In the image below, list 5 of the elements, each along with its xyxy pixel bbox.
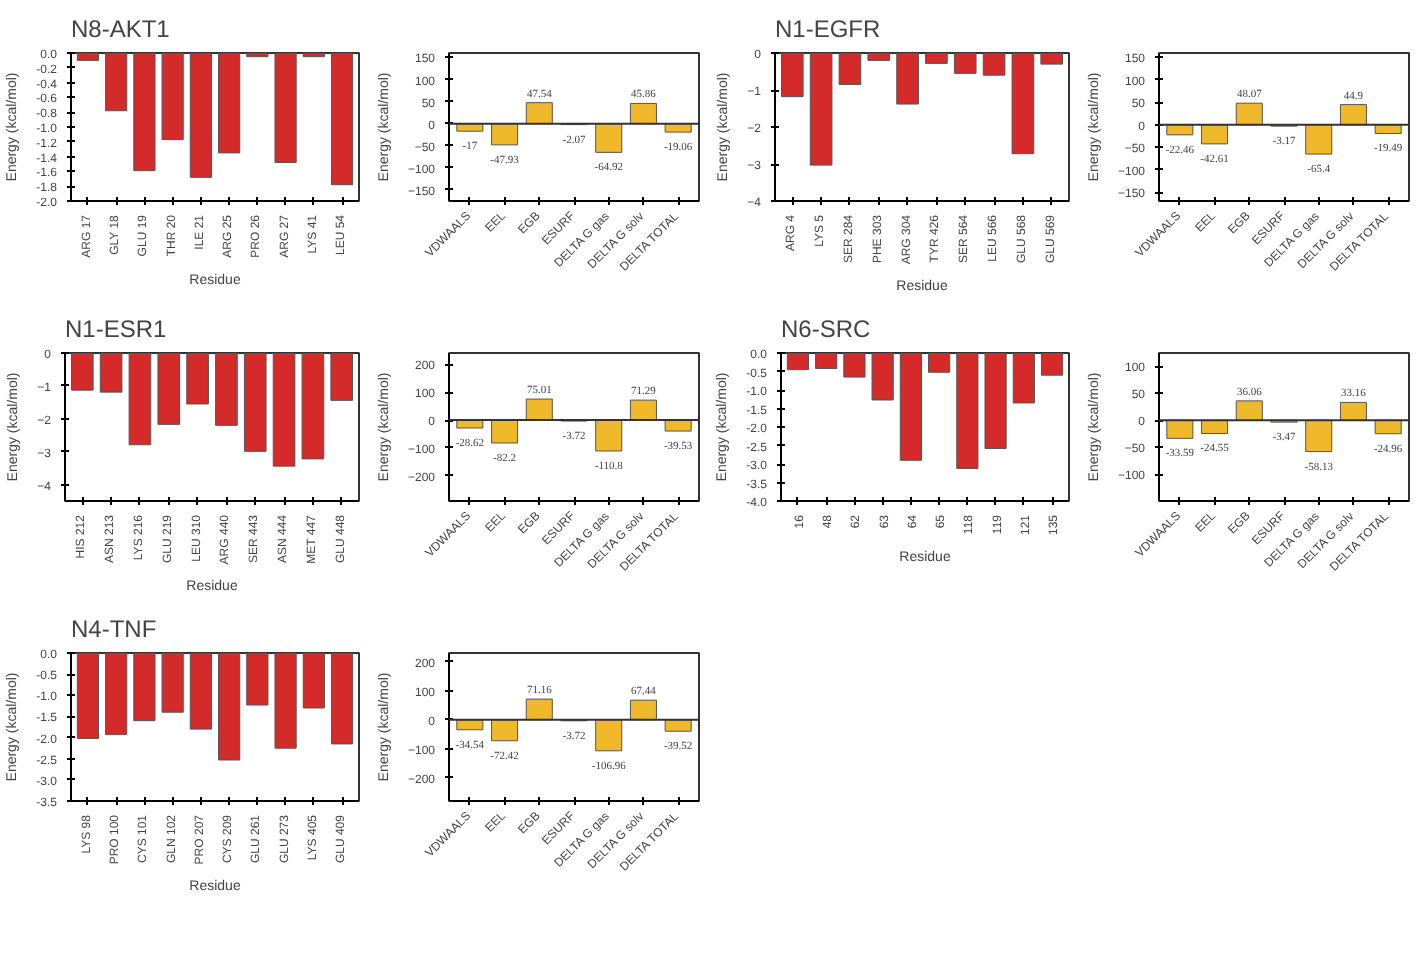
chart-title: N1-ESR1 <box>65 315 168 343</box>
chart-title: N8-AKT1 <box>71 15 171 43</box>
chart-title: N6-SRC <box>781 315 872 343</box>
chart-title: N4-TNF <box>71 615 157 643</box>
chart-title: N1-EGFR <box>775 15 882 43</box>
